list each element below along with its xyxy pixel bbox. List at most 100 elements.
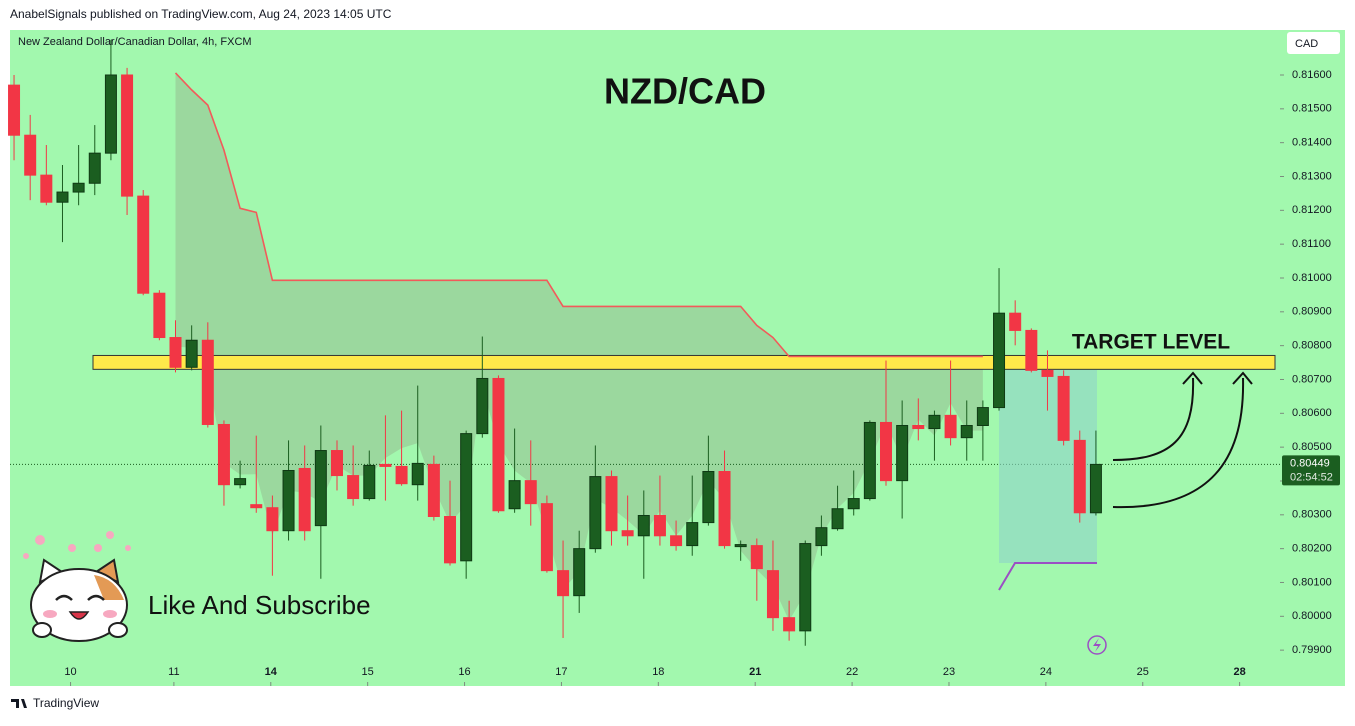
candle-body <box>217 423 230 486</box>
alert-icon[interactable] <box>1087 635 1107 655</box>
cat-sticker <box>23 531 131 642</box>
candle-body <box>831 508 844 530</box>
candle-body <box>750 545 763 570</box>
x-tick-label: 24 <box>1040 666 1052 678</box>
target-zone <box>92 354 1276 370</box>
x-tick-label: 15 <box>362 666 374 678</box>
arrow <box>1112 377 1195 461</box>
x-tick-label: 22 <box>846 666 858 678</box>
target-label: TARGET LEVEL <box>1072 331 1230 354</box>
y-tick-label: 0.81300 <box>1292 170 1332 182</box>
y-tick-label: 0.80500 <box>1292 441 1332 453</box>
candle-body <box>330 450 343 477</box>
arrow-head <box>1182 371 1203 385</box>
candle-body <box>718 471 731 547</box>
arrow-head <box>1232 371 1253 385</box>
candle-body <box>880 421 893 482</box>
candle-body <box>234 478 247 486</box>
y-tick-label: 0.81400 <box>1292 137 1332 149</box>
candle-body <box>1025 329 1038 371</box>
y-tick-label: 0.80900 <box>1292 306 1332 318</box>
candle-body <box>670 535 683 547</box>
y-tick-label: 0.81200 <box>1292 204 1332 216</box>
candle-body <box>395 465 408 485</box>
candle-body <box>863 421 876 500</box>
candle-body <box>201 339 214 425</box>
candle-body <box>976 407 989 426</box>
candles <box>8 39 1102 646</box>
currency-label[interactable]: CAD <box>1295 38 1318 50</box>
candle-body <box>137 195 150 294</box>
candle-body <box>912 424 925 430</box>
candle-body <box>896 424 909 482</box>
footer-background <box>0 686 1355 721</box>
candle-body <box>427 463 440 518</box>
candle-body <box>799 543 812 632</box>
candle-body <box>1057 375 1070 441</box>
x-tick-label: 18 <box>652 666 664 678</box>
candle-body <box>815 527 828 547</box>
y-tick-label: 0.80300 <box>1292 509 1332 521</box>
candle-body <box>379 463 392 467</box>
candle-body <box>363 464 376 500</box>
candle-body <box>605 476 618 532</box>
publisher-header: AnabelSignals published on TradingView.c… <box>10 7 392 21</box>
x-tick-label: 25 <box>1137 666 1149 678</box>
x-tick-label: 23 <box>943 666 955 678</box>
y-tick-label: 0.81600 <box>1292 69 1332 81</box>
footer-logo <box>11 699 27 708</box>
x-tick-label: 17 <box>555 666 567 678</box>
candle-body <box>24 134 37 176</box>
candle-body <box>1041 369 1054 377</box>
x-tick-label: 10 <box>64 666 76 678</box>
candle-body <box>783 617 796 632</box>
candle-body <box>766 570 779 619</box>
candle-body <box>686 522 699 547</box>
x-tick-label: 28 <box>1234 666 1246 678</box>
candle-body <box>702 471 715 524</box>
candle-body <box>88 152 101 184</box>
subscribe-text: Like And Subscribe <box>148 590 371 620</box>
countdown-label: 02:54:52 <box>1290 471 1333 483</box>
candle-body <box>56 191 69 203</box>
x-tick-label: 16 <box>458 666 470 678</box>
candle-body <box>444 516 457 564</box>
candle-body <box>104 74 117 154</box>
y-tick-label: 0.81000 <box>1292 272 1332 284</box>
y-tick-label: 0.80000 <box>1292 610 1332 622</box>
candle-body <box>282 469 295 532</box>
candle-body <box>185 339 198 368</box>
trend-fill <box>175 72 983 621</box>
candle-body <box>589 476 602 550</box>
y-tick-label: 0.81100 <box>1292 238 1331 250</box>
currency-button[interactable] <box>1287 32 1340 54</box>
y-tick-label: 0.81500 <box>1292 103 1332 115</box>
plot-area <box>10 72 1280 621</box>
last-price-label: 0.80449 <box>1290 457 1330 469</box>
x-tick-label: 11 <box>168 666 179 678</box>
candle-body <box>960 424 973 439</box>
candle-body <box>492 377 505 512</box>
last-price-box <box>1282 455 1340 486</box>
candle-body <box>298 467 311 532</box>
candle-body <box>734 544 747 548</box>
candle-body <box>411 462 424 486</box>
candle-body <box>944 414 957 439</box>
y-tick-label: 0.80800 <box>1292 340 1332 352</box>
footer-text: TradingView <box>33 696 99 710</box>
candle-body <box>72 182 85 193</box>
y-tick-label: 0.80100 <box>1292 576 1332 588</box>
candle-body <box>621 530 634 537</box>
candle-body <box>266 507 279 532</box>
y-tick-label: 0.79900 <box>1292 644 1332 656</box>
candle-body <box>1009 312 1022 331</box>
candle-body <box>347 475 360 500</box>
candle-body <box>573 548 586 597</box>
candle-body <box>508 480 521 510</box>
y-tick-label: 0.80200 <box>1292 543 1332 555</box>
y-tick-label: 0.80600 <box>1292 407 1332 419</box>
candle-body <box>153 292 166 339</box>
candle-body <box>250 504 263 509</box>
